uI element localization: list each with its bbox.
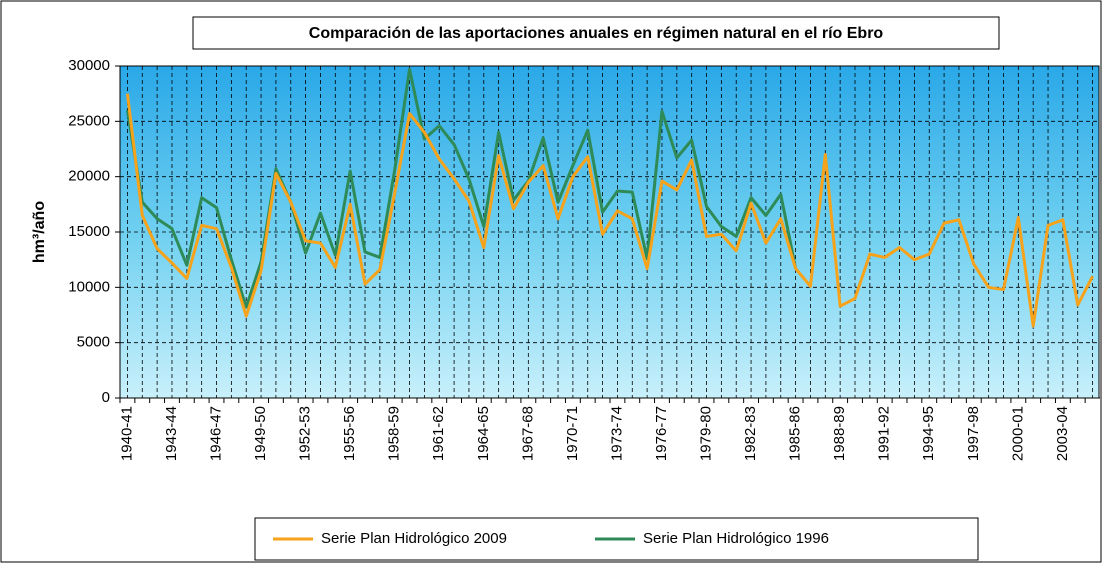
x-tick-label: 1961-62 <box>430 406 447 461</box>
series-line <box>125 93 1094 328</box>
x-tick-label: 2000-01 <box>1009 406 1026 461</box>
x-tick-label: 1955-56 <box>341 406 358 461</box>
legend-label: Serie Plan Hidrológico 2009 <box>321 530 507 547</box>
y-axis-label: hm³/año <box>31 201 48 263</box>
x-tick-label: 1991-92 <box>876 406 893 461</box>
y-tick-label: 10000 <box>68 278 110 295</box>
x-tick-label: 1952-53 <box>297 406 314 461</box>
x-tick-label: 2003-04 <box>1054 406 1071 461</box>
x-tick-label: 1982-83 <box>742 406 759 461</box>
x-tick-label: 1988-89 <box>831 406 848 461</box>
x-tick-label: 1940-41 <box>118 406 135 461</box>
x-tick-label: 1973-74 <box>608 406 625 461</box>
x-tick-label: 1946-47 <box>207 406 224 461</box>
y-tick-label: 20000 <box>68 168 110 185</box>
x-tick-label: 1979-80 <box>697 406 714 461</box>
title-box <box>192 16 1000 50</box>
x-tick-label: 1967-68 <box>519 406 536 461</box>
y-tick-label: 30000 <box>68 57 110 74</box>
x-tick-label: 1949-50 <box>252 406 269 461</box>
x-tick-label: 1958-59 <box>386 406 403 461</box>
x-tick-label: 1943-44 <box>163 406 180 461</box>
x-tick-label: 1997-98 <box>965 406 982 461</box>
x-tick-label: 1994-95 <box>920 406 937 461</box>
y-tick-label: 0 <box>102 389 110 406</box>
x-tick-label: 1964-65 <box>475 406 492 461</box>
x-tick-label: 1970-71 <box>564 406 581 461</box>
x-tick-label: 1976-77 <box>653 406 670 461</box>
legend-label: Serie Plan Hidrológico 1996 <box>643 530 829 547</box>
x-tick-label: 1985-86 <box>787 406 804 461</box>
y-tick-label: 25000 <box>68 112 110 129</box>
chart-title: Comparación de las aportaciones anuales … <box>309 25 884 42</box>
y-tick-label: 15000 <box>68 223 110 240</box>
y-tick-label: 5000 <box>77 334 110 351</box>
series-line <box>125 67 798 309</box>
